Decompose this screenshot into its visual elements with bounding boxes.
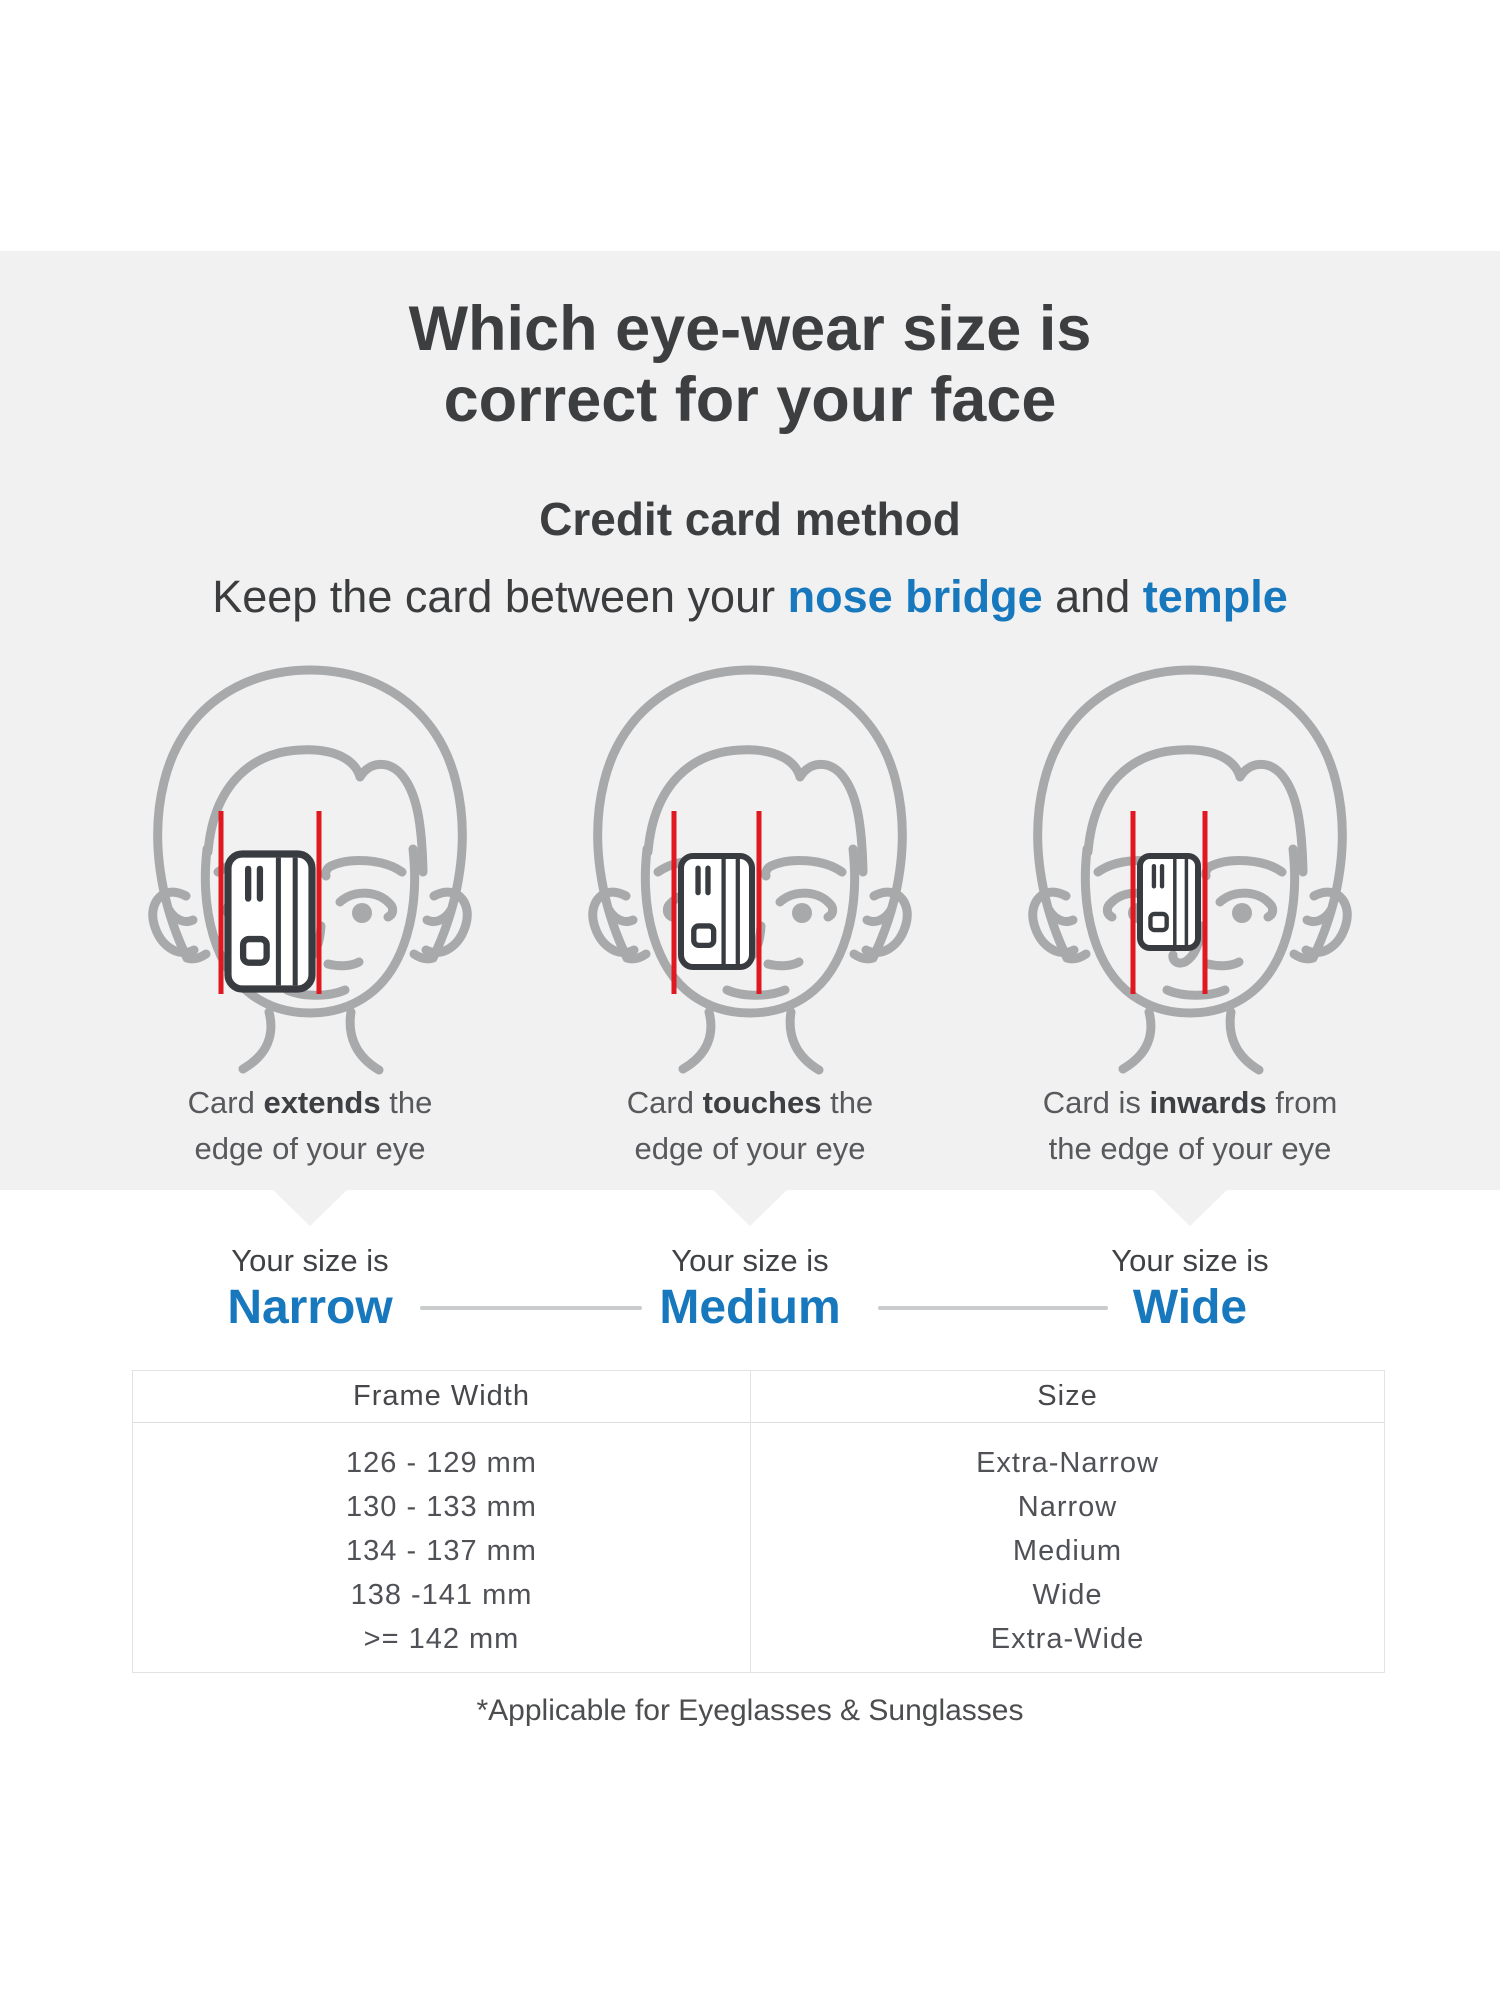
connector-line-right (878, 1306, 1108, 1310)
size-result-narrow: Your size is Narrow (90, 1243, 530, 1335)
instruction-highlight-nose-bridge: nose bridge (787, 571, 1043, 622)
table-cell-frame-width: 130 - 133 mm (346, 1491, 537, 1523)
size-row: Your size is Narrow Your size is Medium … (90, 1243, 1410, 1335)
instruction-middle: and (1042, 571, 1143, 622)
size-value-medium: Medium (659, 1281, 841, 1334)
table-cell-size: Narrow (1017, 1491, 1118, 1523)
caption-keyword: inwards (1149, 1085, 1267, 1120)
pointer-triangle-wide (1153, 1190, 1227, 1226)
alignment-lines (218, 811, 322, 994)
table-cell-size: Wide (1032, 1579, 1103, 1611)
size-label: Your size is (671, 1243, 829, 1278)
size-result-medium: Your size is Medium (530, 1243, 970, 1335)
credit-card-icon (677, 852, 756, 971)
face-card-illustration-inwards (1028, 665, 1352, 1075)
caption-line2: edge of your eye (194, 1131, 426, 1166)
caption-text: from (1266, 1085, 1338, 1120)
face-column-medium (530, 656, 970, 1076)
caption-touches: Card touches the edge of your eye (530, 1080, 970, 1172)
page-title-line2: correct for your face (443, 365, 1057, 435)
captions-row: Card extends the edge of your eye Card t… (90, 1080, 1410, 1172)
instruction-text: Keep the card between your nose bridge a… (0, 571, 1500, 623)
credit-card-icon (224, 850, 316, 993)
face-card-illustration-touches (588, 665, 912, 1075)
caption-inwards: Card is inwards from the edge of your ey… (970, 1080, 1410, 1172)
credit-card-icon (1137, 853, 1201, 951)
caption-line2: the edge of your eye (1048, 1131, 1332, 1166)
table-cell-frame-width: >= 142 mm (363, 1623, 520, 1655)
instruction-highlight-temple: temple (1142, 571, 1288, 622)
connector-line-left (420, 1306, 642, 1310)
size-label: Your size is (231, 1243, 389, 1278)
table-column-frame-width: Frame Width 126 - 129 mm 130 - 133 mm 13… (133, 1371, 751, 1672)
frame-width-size-table: Frame Width 126 - 129 mm 130 - 133 mm 13… (132, 1370, 1385, 1673)
instruction-prefix: Keep the card between your (212, 571, 788, 622)
caption-extends: Card extends the edge of your eye (90, 1080, 530, 1172)
gray-background-band (0, 251, 1500, 1190)
page-title: Which eye-wear size is correct for your … (0, 294, 1500, 436)
size-value-narrow: Narrow (227, 1281, 393, 1334)
caption-text: Card (187, 1085, 264, 1120)
table-cell-size: Extra-Narrow (976, 1447, 1159, 1479)
caption-keyword: touches (702, 1085, 822, 1120)
face-card-illustration-extends (148, 665, 472, 1075)
caption-text: Card (626, 1085, 703, 1120)
table-cell-frame-width: 138 -141 mm (350, 1579, 533, 1611)
faces-row (90, 656, 1410, 1076)
table-column-size: Size Extra-Narrow Narrow Medium Wide Ext… (751, 1371, 1384, 1672)
alignment-lines (671, 811, 762, 994)
page-title-line1: Which eye-wear size is (408, 294, 1092, 364)
pointer-triangle-medium (713, 1190, 787, 1226)
caption-keyword: extends (263, 1085, 381, 1120)
table-cell-size: Medium (1012, 1535, 1123, 1567)
table-header-size: Size (751, 1371, 1384, 1423)
face-outline (588, 665, 912, 1075)
face-column-wide (970, 656, 1410, 1076)
caption-text: Card is (1042, 1085, 1150, 1120)
size-label: Your size is (1111, 1243, 1269, 1278)
pointer-triangle-narrow (273, 1190, 347, 1226)
method-subtitle: Credit card method (539, 493, 961, 545)
size-value-wide: Wide (1132, 1281, 1248, 1334)
size-result-wide: Your size is Wide (970, 1243, 1410, 1335)
caption-text: the (380, 1085, 433, 1120)
table-cell-frame-width: 134 - 137 mm (346, 1535, 537, 1567)
face-column-narrow (90, 656, 530, 1076)
footnote: *Applicable for Eyeglasses & Sunglasses (476, 1694, 1024, 1727)
table-cell-frame-width: 126 - 129 mm (346, 1447, 537, 1479)
table-header-frame-width: Frame Width (133, 1371, 750, 1423)
caption-line2: edge of your eye (634, 1131, 866, 1166)
table-cell-size: Extra-Wide (990, 1623, 1145, 1655)
caption-text: the (821, 1085, 874, 1120)
alignment-lines (1130, 811, 1208, 994)
